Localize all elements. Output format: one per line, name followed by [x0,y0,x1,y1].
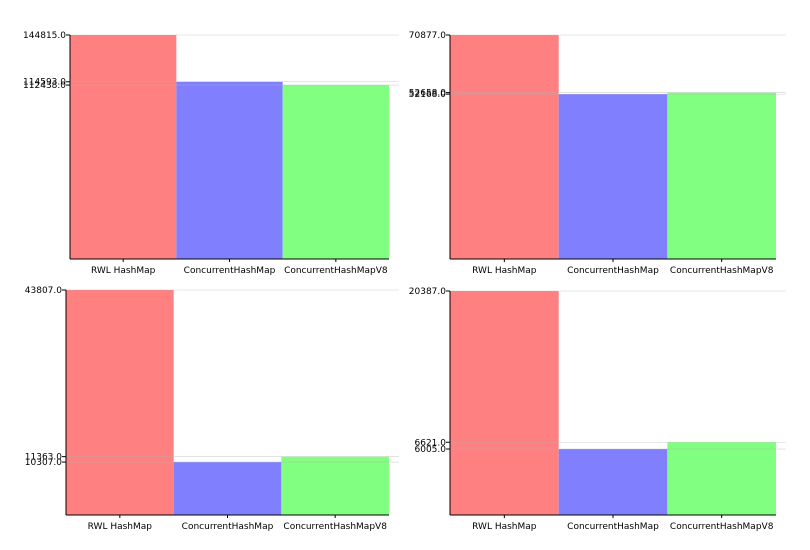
x-tick-label: ConcurrentHashMapV8 [283,522,387,532]
bar-concurrenthashmap [176,81,283,259]
bar-concurrenthashmap [173,462,282,515]
x-tick-label: RWL HashMap [91,266,156,276]
x-tick-label: RWL HashMap [472,266,537,276]
x-tick-label: ConcurrentHashMap [184,266,276,276]
bar-rwl-hashmap [450,35,559,259]
x-tick-label: RWL HashMap [472,522,537,532]
y-tick-label: 144815.0 [23,31,66,41]
bar-concurrenthashmapv8 [667,442,776,515]
x-tick-label: ConcurrentHashMapV8 [670,522,774,532]
y-tick-label: 20387.0 [409,287,446,297]
y-tick-label: 52658.0 [409,89,446,99]
y-tick-label: 114593.0 [23,78,66,88]
x-tick-label: ConcurrentHashMap [567,522,659,532]
x-tick-label: ConcurrentHashMapV8 [670,266,774,276]
bar-concurrenthashmapv8 [282,85,389,259]
bar-concurrenthashmap [558,94,668,259]
y-tick-label: 6005.0 [415,445,447,455]
bar-rwl-hashmap [66,290,174,515]
bar-concurrenthashmap [558,449,668,515]
y-tick-label: 6621.0 [415,438,447,448]
bar-concurrenthashmapv8 [281,456,389,515]
y-tick-label: 112438.0 [23,81,66,91]
x-tick-label: ConcurrentHashMap [182,522,274,532]
x-tick-label: ConcurrentHashMap [567,266,659,276]
x-tick-label: RWL HashMap [88,522,153,532]
y-tick-label: 52168.0 [409,90,446,100]
bar-rwl-hashmap [450,291,559,515]
y-tick-label: 10307.0 [25,458,62,468]
bar-rwl-hashmap [70,35,177,259]
y-tick-label: 11363.0 [25,453,62,463]
y-tick-label: 70877.0 [409,31,446,41]
y-tick-label: 43807.0 [25,286,62,296]
x-tick-label: ConcurrentHashMapV8 [284,266,388,276]
bar-concurrenthashmapv8 [667,92,776,260]
